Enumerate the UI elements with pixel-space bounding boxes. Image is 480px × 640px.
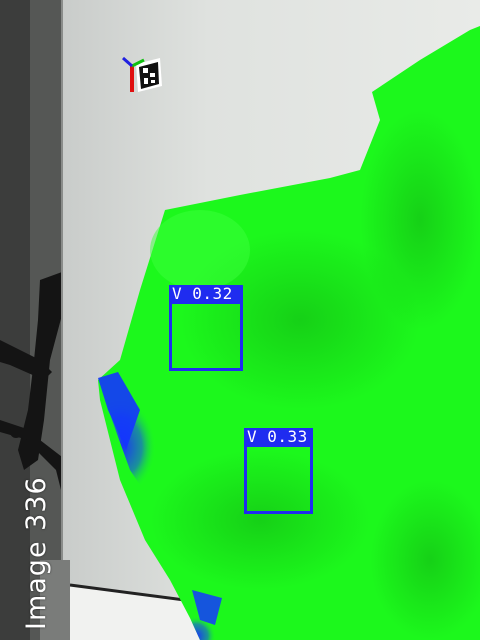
chair-silhouette [0,272,70,494]
fiducial-marker [122,56,162,92]
detection-label-1: V 0.32 [169,285,243,302]
detection-box-2 [244,444,313,514]
detection-box-1 [169,301,243,371]
segmentation-mesh [98,26,480,640]
detection-label-2: V 0.33 [244,428,313,445]
image-caption: Image 336 [21,476,52,630]
